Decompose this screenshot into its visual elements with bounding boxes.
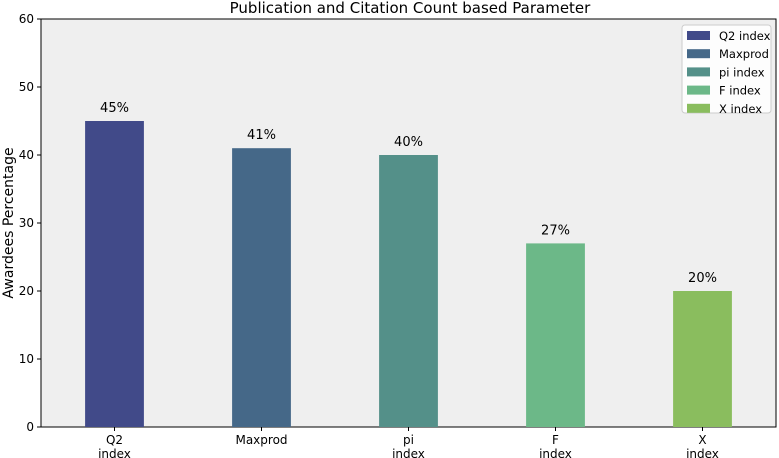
- legend-label: Maxprod: [719, 47, 769, 61]
- y-tick-label: 50: [19, 80, 34, 94]
- legend: Q2 index Maxprod pi index F index X index: [681, 24, 772, 116]
- data-label: 45%: [100, 101, 129, 116]
- y-tick-label: 10: [19, 352, 34, 366]
- bar: [673, 291, 732, 427]
- chart-title: Publication and Citation Count based Par…: [230, 0, 592, 17]
- bar: [85, 121, 144, 427]
- data-label: 27%: [541, 223, 570, 238]
- y-tick-label: 20: [19, 284, 34, 298]
- y-tick-label: 60: [19, 12, 34, 26]
- legend-label: Q2 index: [719, 29, 771, 43]
- legend-swatch: [687, 103, 710, 113]
- legend-swatch: [687, 85, 710, 95]
- data-label: 40%: [394, 135, 423, 150]
- x-tick-label: Q2 index: [98, 433, 131, 458]
- y-tick-label: 30: [19, 216, 34, 230]
- bar: [232, 148, 291, 427]
- legend-label: X index: [719, 102, 762, 116]
- legend-swatch: [687, 49, 710, 59]
- bar: [379, 155, 438, 427]
- data-label: 20%: [688, 271, 717, 286]
- y-axis-label: Awardees Percentage: [1, 147, 17, 298]
- legend-label: F index: [719, 84, 761, 98]
- legend-label: pi index: [719, 65, 765, 79]
- legend-swatch: [687, 31, 710, 40]
- legend-swatch: [687, 67, 710, 77]
- y-tick-label: 40: [19, 148, 34, 162]
- y-tick-label: 0: [26, 420, 34, 434]
- x-tick-label: Maxprod: [235, 433, 287, 447]
- data-label: 41%: [247, 128, 276, 143]
- x-tick-label: pi index: [392, 433, 425, 458]
- bar: [526, 243, 585, 427]
